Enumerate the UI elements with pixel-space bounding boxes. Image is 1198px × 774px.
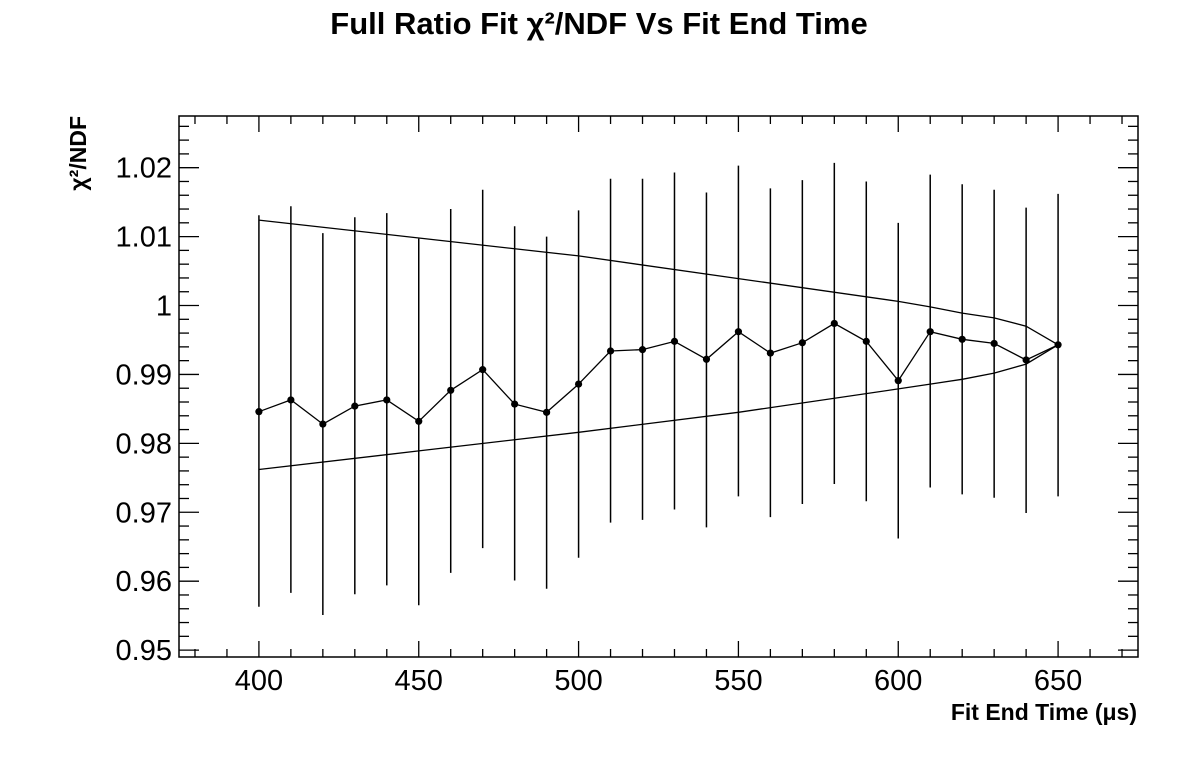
x-tick-label: 450 (395, 665, 443, 697)
data-point (926, 328, 934, 336)
data-point (319, 420, 327, 428)
data-point (798, 339, 806, 347)
data-series (255, 319, 1062, 428)
y-tick-label: 0.95 (116, 635, 172, 667)
data-point (958, 335, 966, 343)
tick-labels: 400 450 500 550 600 650 0.95 0.96 0.97 0.98 0.99 1 1… (116, 153, 1083, 697)
data-point (606, 347, 615, 355)
envelope-lower-line (258, 344, 1059, 471)
data-point (574, 380, 583, 388)
x-tick-label: 500 (554, 665, 602, 697)
x-tick-label: 600 (874, 665, 922, 697)
y-tick-label: 1.02 (116, 153, 172, 185)
error-bars (258, 162, 1059, 615)
y-axis-title: χ²/NDF (65, 116, 91, 191)
envelope-upper-line (258, 219, 1059, 346)
data-point (862, 337, 870, 345)
data-point (1022, 356, 1030, 364)
y-tick-label: 1 (156, 291, 172, 323)
data-point (383, 396, 391, 404)
data-point (287, 396, 295, 404)
data-point (479, 366, 487, 374)
y-tick-label: 0.96 (116, 566, 172, 598)
x-axis-title: Fit End Time (μs) (951, 699, 1137, 725)
data-point (990, 339, 998, 348)
data-point (830, 319, 838, 328)
x-tick-label: 650 (1034, 665, 1082, 697)
data-point (670, 337, 679, 345)
data-point (543, 408, 551, 416)
envelope-lines (258, 219, 1059, 471)
data-point (415, 417, 423, 425)
data-point (447, 386, 455, 394)
data-point (255, 408, 263, 416)
data-point (734, 328, 743, 336)
data-point (702, 355, 711, 363)
axis-ticks (179, 116, 1138, 657)
x-tick-label: 550 (714, 665, 762, 697)
x-tick-label: 400 (235, 665, 283, 697)
data-point (638, 346, 647, 354)
y-tick-label: 0.97 (116, 497, 172, 529)
plot-frame (178, 115, 1139, 658)
data-point (894, 377, 902, 385)
data-point (1054, 341, 1062, 349)
data-point (766, 349, 774, 357)
series-line (258, 322, 1059, 425)
data-point (511, 400, 519, 408)
y-tick-label: 0.98 (116, 428, 172, 460)
data-point (351, 402, 359, 410)
y-tick-label: 1.01 (116, 222, 172, 254)
y-tick-label: 0.99 (116, 359, 172, 391)
chart-title: Full Ratio Fit χ²/NDF Vs Fit End Time (330, 6, 867, 41)
